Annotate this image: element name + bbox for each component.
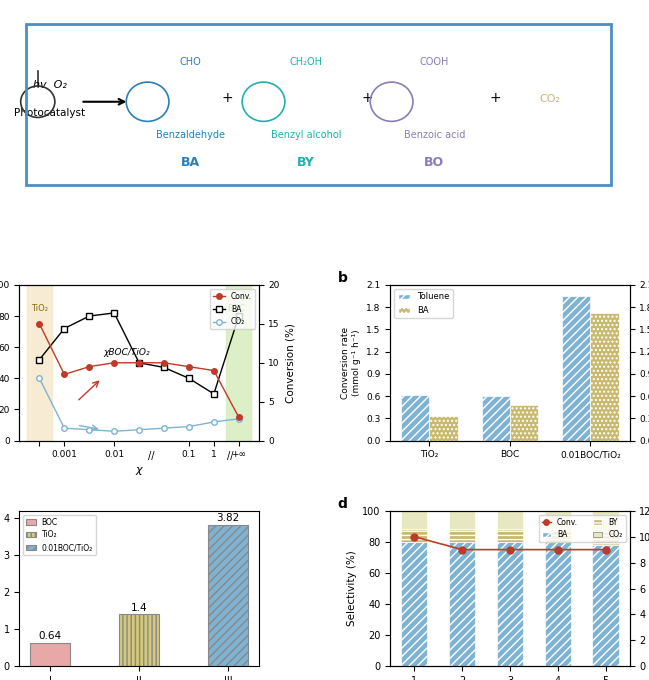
Text: BO: BO bbox=[424, 156, 445, 169]
Bar bbox=[449, 529, 475, 542]
Bar bbox=[593, 511, 618, 532]
Bar bbox=[496, 529, 523, 542]
Bar bbox=[119, 615, 159, 666]
Text: BOC: BOC bbox=[228, 303, 246, 313]
Text: //: // bbox=[148, 452, 154, 461]
Text: Photocatalyst: Photocatalyst bbox=[14, 107, 86, 118]
Bar bbox=[496, 542, 523, 666]
X-axis label: χ: χ bbox=[136, 465, 142, 475]
Text: +: + bbox=[489, 90, 501, 105]
Bar bbox=[545, 542, 571, 666]
Bar bbox=[227, 285, 251, 441]
Text: Benzoic acid: Benzoic acid bbox=[404, 130, 465, 140]
Y-axis label: Conversion (%): Conversion (%) bbox=[286, 323, 295, 403]
Text: d: d bbox=[337, 496, 347, 511]
Text: χBOC/TiO₂: χBOC/TiO₂ bbox=[103, 348, 150, 357]
Text: hv  O₂: hv O₂ bbox=[33, 80, 67, 90]
Legend: Toluene, BA: Toluene, BA bbox=[395, 289, 452, 318]
Text: +: + bbox=[361, 90, 373, 105]
Y-axis label: Selectivity (%): Selectivity (%) bbox=[347, 551, 357, 626]
Text: CHO: CHO bbox=[179, 57, 201, 67]
Legend: BOC, TiO₂, 0.01BOC/TiO₂: BOC, TiO₂, 0.01BOC/TiO₂ bbox=[23, 515, 96, 556]
Y-axis label: Conversion rate
(mmol g⁻¹ h⁻¹): Conversion rate (mmol g⁻¹ h⁻¹) bbox=[341, 326, 361, 399]
Text: 0.64: 0.64 bbox=[39, 631, 62, 641]
Bar bbox=[401, 529, 428, 542]
Text: Benzaldehyde: Benzaldehyde bbox=[156, 130, 225, 140]
Text: COOH: COOH bbox=[420, 57, 449, 67]
Bar bbox=[449, 542, 475, 666]
Bar bbox=[208, 525, 248, 666]
Bar bbox=[593, 545, 618, 666]
Text: CO₂: CO₂ bbox=[540, 94, 561, 104]
Text: TiO₂: TiO₂ bbox=[31, 303, 49, 313]
Text: BA: BA bbox=[180, 156, 200, 169]
Text: Benzyl alcohol: Benzyl alcohol bbox=[271, 130, 341, 140]
Bar bbox=[545, 511, 571, 529]
Text: BY: BY bbox=[297, 156, 315, 169]
Bar bbox=[593, 532, 618, 545]
Bar bbox=[401, 394, 430, 441]
Legend: Conv., BA, CO₂: Conv., BA, CO₂ bbox=[210, 289, 255, 330]
Bar bbox=[562, 296, 591, 441]
Text: //: // bbox=[227, 452, 233, 461]
Text: +: + bbox=[221, 90, 233, 105]
Bar bbox=[482, 396, 510, 441]
Bar bbox=[591, 313, 618, 441]
Bar bbox=[27, 285, 52, 441]
Bar bbox=[401, 542, 428, 666]
Bar bbox=[449, 511, 475, 529]
Text: 1.4: 1.4 bbox=[131, 602, 147, 613]
Bar bbox=[510, 405, 538, 441]
Bar bbox=[430, 416, 458, 441]
Bar bbox=[496, 511, 523, 529]
Bar bbox=[401, 511, 428, 529]
Bar bbox=[31, 643, 70, 666]
Legend: Conv., BA, BY, CO₂: Conv., BA, BY, CO₂ bbox=[539, 515, 626, 543]
Text: CH₂OH: CH₂OH bbox=[289, 57, 323, 67]
Bar bbox=[25, 24, 611, 186]
Text: b: b bbox=[337, 271, 347, 285]
Bar bbox=[545, 529, 571, 542]
Text: 3.82: 3.82 bbox=[216, 513, 239, 523]
